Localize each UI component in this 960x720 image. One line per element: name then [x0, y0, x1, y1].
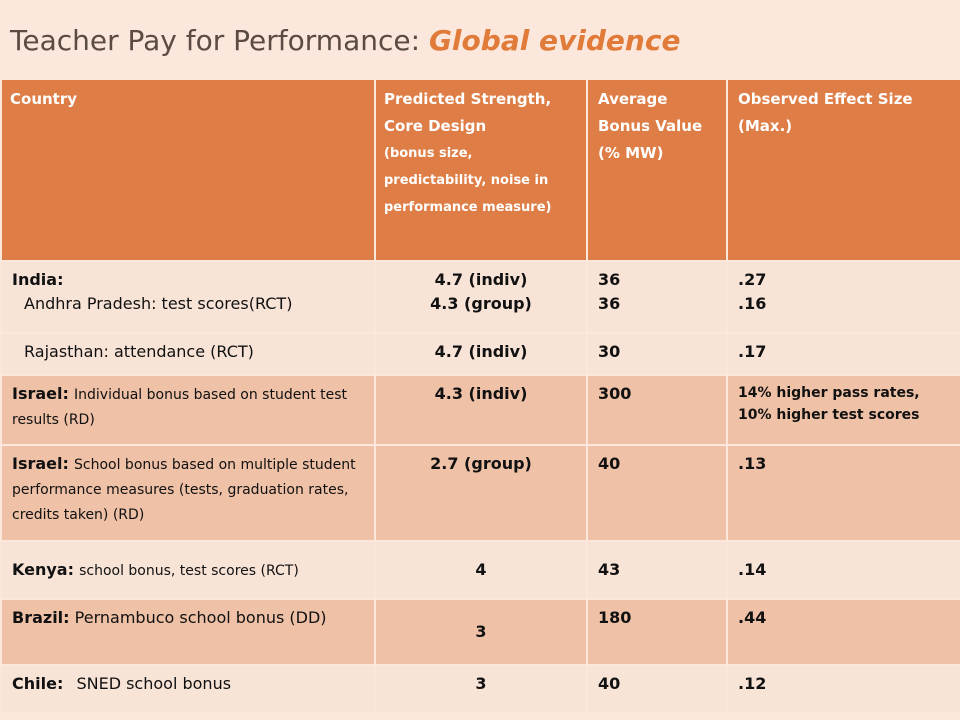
bonus-cell: 300: [586, 374, 728, 446]
title-main: Teacher Pay for Performance:: [10, 24, 421, 57]
country-detail: Rajasthan: attendance (RCT): [24, 342, 254, 361]
title-accent: Global evidence: [428, 24, 681, 57]
effect-cell: .27 .16: [726, 260, 960, 334]
country-detail: Pernambuco school bonus (DD): [74, 608, 327, 627]
header-country: Country: [0, 78, 376, 262]
country-detail: Andhra Pradesh: test scores(RCT): [24, 294, 293, 313]
country-detail: Individual bonus based on student test r…: [12, 387, 348, 428]
bonus-cell: 36 36: [586, 260, 728, 334]
country-cell: Chile: SNED school bonus: [0, 664, 376, 714]
table-row: Chile: SNED school bonus 3 40 .12: [0, 664, 960, 714]
header-strength-sub: (bonus size, predictability, noise in pe…: [384, 146, 552, 215]
table-row: Brazil: Pernambuco school bonus (DD) 3 1…: [0, 598, 960, 666]
country-detail: SNED school bonus: [76, 674, 232, 693]
country-cell: India: Andhra Pradesh: test scores(RCT): [0, 260, 376, 334]
country-cell: Israel: Individual bonus based on studen…: [0, 374, 376, 446]
bonus-cell: 40: [586, 664, 728, 714]
country-name: Brazil:: [12, 608, 70, 627]
bonus-cell: 30: [586, 332, 728, 376]
header-effect: Observed Effect Size (Max.): [726, 78, 960, 262]
bonus-cell: 40: [586, 444, 728, 542]
table-row: Kenya: school bonus, test scores (RCT) 4…: [0, 540, 960, 600]
country-name: Kenya:: [12, 559, 74, 579]
strength-cell: 3: [374, 664, 588, 714]
country-cell: Brazil: Pernambuco school bonus (DD): [0, 598, 376, 666]
strength-cell: 3: [374, 598, 588, 666]
effect-cell: .12: [726, 664, 960, 714]
country-name: India:: [12, 270, 64, 289]
table-header-row: Country Predicted Strength, Core Design …: [0, 78, 960, 262]
effect-cell: .17: [726, 332, 960, 376]
page-title: Teacher Pay for Performance: Global evid…: [10, 24, 680, 57]
table-row: Israel: School bonus based on multiple s…: [0, 444, 960, 542]
effect-cell: .44: [726, 598, 960, 666]
bonus-cell: 180: [586, 598, 728, 666]
effect-cell: .14: [726, 540, 960, 600]
country-detail: school bonus, test scores (RCT): [79, 562, 299, 579]
country-cell: Kenya: school bonus, test scores (RCT): [0, 540, 376, 600]
country-name: Israel:: [12, 384, 69, 403]
table-row: India: Andhra Pradesh: test scores(RCT) …: [0, 260, 960, 334]
table-row: Rajasthan: attendance (RCT) 4.7 (indiv) …: [0, 332, 960, 376]
effect-cell: 14% higher pass rates, 10% higher test s…: [726, 374, 960, 446]
country-cell: Israel: School bonus based on multiple s…: [0, 444, 376, 542]
country-name: Chile:: [12, 674, 64, 693]
bonus-cell: 43: [586, 540, 728, 600]
table-row: Israel: Individual bonus based on studen…: [0, 374, 960, 446]
header-bonus: Average Bonus Value (% MW): [586, 78, 728, 262]
country-name: Israel:: [12, 454, 69, 473]
country-detail: School bonus based on multiple student p…: [12, 457, 356, 523]
strength-cell: 4.7 (indiv) 4.3 (group): [374, 260, 588, 334]
effect-cell: .13: [726, 444, 960, 542]
strength-cell: 4.7 (indiv): [374, 332, 588, 376]
strength-cell: 4.3 (indiv): [374, 374, 588, 446]
strength-cell: 2.7 (group): [374, 444, 588, 542]
strength-cell: 4: [374, 540, 588, 600]
country-cell: Rajasthan: attendance (RCT): [0, 332, 376, 376]
header-strength: Predicted Strength, Core Design (bonus s…: [374, 78, 588, 262]
evidence-table: Country Predicted Strength, Core Design …: [0, 78, 960, 714]
